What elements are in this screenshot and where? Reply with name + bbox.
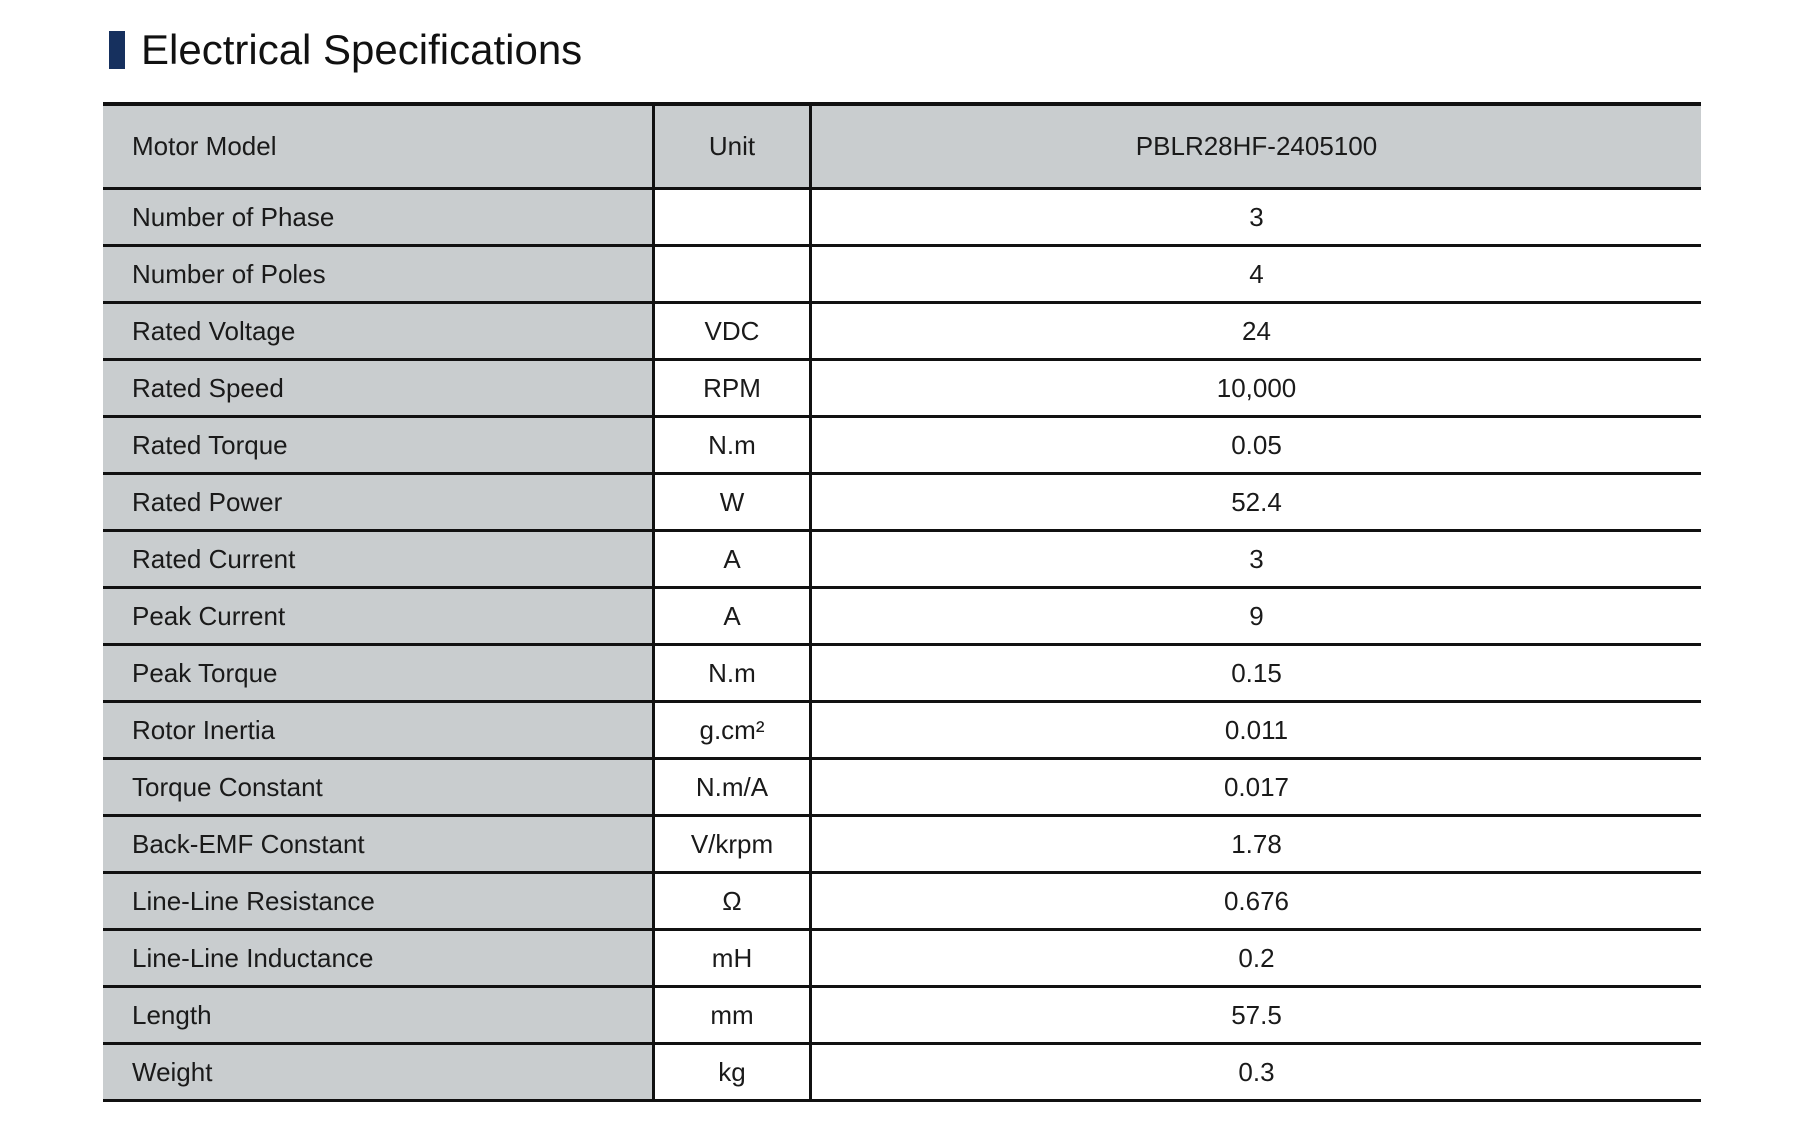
row-name: Rated Current: [103, 530, 655, 589]
header-motor-model: Motor Model: [103, 104, 655, 190]
row-name: Torque Constant: [103, 758, 655, 817]
table-row: Number of Phase 3: [103, 188, 1701, 247]
row-value: 57.5: [810, 986, 1701, 1045]
table-row: Number of Poles 4: [103, 245, 1701, 304]
row-unit: [653, 245, 812, 304]
table-row: Peak Current A 9: [103, 587, 1701, 646]
row-name: Rated Voltage: [103, 302, 655, 361]
table-row: Rated Power W 52.4: [103, 473, 1701, 532]
row-value: 0.2: [810, 929, 1701, 988]
spec-table: Motor Model Unit PBLR28HF-2405100 Number…: [103, 102, 1701, 1102]
row-value: 9: [810, 587, 1701, 646]
row-unit: g.cm²: [653, 701, 812, 760]
row-unit: mH: [653, 929, 812, 988]
table-row: Line-Line Resistance Ω 0.676: [103, 872, 1701, 931]
table-row: Peak Torque N.m 0.15: [103, 644, 1701, 703]
row-value: 0.017: [810, 758, 1701, 817]
heading-accent-bar: [109, 31, 125, 69]
table-row: Rated Current A 3: [103, 530, 1701, 589]
row-name: Length: [103, 986, 655, 1045]
row-value: 0.05: [810, 416, 1701, 475]
row-value: 24: [810, 302, 1701, 361]
row-unit: Ω: [653, 872, 812, 931]
row-name: Weight: [103, 1043, 655, 1102]
row-name: Rotor Inertia: [103, 701, 655, 760]
row-unit: V/krpm: [653, 815, 812, 874]
row-value: 0.676: [810, 872, 1701, 931]
table-row: Rotor Inertia g.cm² 0.011: [103, 701, 1701, 760]
row-unit: W: [653, 473, 812, 532]
row-unit: N.m: [653, 416, 812, 475]
row-unit: A: [653, 587, 812, 646]
table-row: Rated Voltage VDC 24: [103, 302, 1701, 361]
row-value: 0.011: [810, 701, 1701, 760]
table-row: Line-Line Inductance mH 0.2: [103, 929, 1701, 988]
table-row: Rated Torque N.m 0.05: [103, 416, 1701, 475]
row-name: Number of Phase: [103, 188, 655, 247]
row-name: Back-EMF Constant: [103, 815, 655, 874]
table-row: Weight kg 0.3: [103, 1043, 1701, 1102]
table-row: Back-EMF Constant V/krpm 1.78: [103, 815, 1701, 874]
page-title: Electrical Specifications: [141, 26, 583, 73]
row-unit: N.m/A: [653, 758, 812, 817]
row-name: Line-Line Resistance: [103, 872, 655, 931]
row-name: Rated Torque: [103, 416, 655, 475]
section-heading: Electrical Specifications: [109, 26, 583, 73]
row-value: 0.3: [810, 1043, 1701, 1102]
table-row: Length mm 57.5: [103, 986, 1701, 1045]
row-value: 10,000: [810, 359, 1701, 418]
row-name: Peak Torque: [103, 644, 655, 703]
row-name: Rated Power: [103, 473, 655, 532]
row-value: 52.4: [810, 473, 1701, 532]
row-unit: [653, 188, 812, 247]
row-name: Rated Speed: [103, 359, 655, 418]
table-header-row: Motor Model Unit PBLR28HF-2405100: [103, 104, 1701, 190]
table-row: Torque Constant N.m/A 0.017: [103, 758, 1701, 817]
row-value: 0.15: [810, 644, 1701, 703]
row-unit: RPM: [653, 359, 812, 418]
row-name: Number of Poles: [103, 245, 655, 304]
table-row: Rated Speed RPM 10,000: [103, 359, 1701, 418]
row-unit: A: [653, 530, 812, 589]
row-value: 3: [810, 188, 1701, 247]
row-unit: VDC: [653, 302, 812, 361]
row-name: Peak Current: [103, 587, 655, 646]
row-unit: kg: [653, 1043, 812, 1102]
row-unit: mm: [653, 986, 812, 1045]
row-value: 3: [810, 530, 1701, 589]
row-unit: N.m: [653, 644, 812, 703]
header-unit: Unit: [653, 104, 812, 190]
row-value: 1.78: [810, 815, 1701, 874]
row-value: 4: [810, 245, 1701, 304]
row-name: Line-Line Inductance: [103, 929, 655, 988]
header-model-value: PBLR28HF-2405100: [810, 104, 1701, 190]
